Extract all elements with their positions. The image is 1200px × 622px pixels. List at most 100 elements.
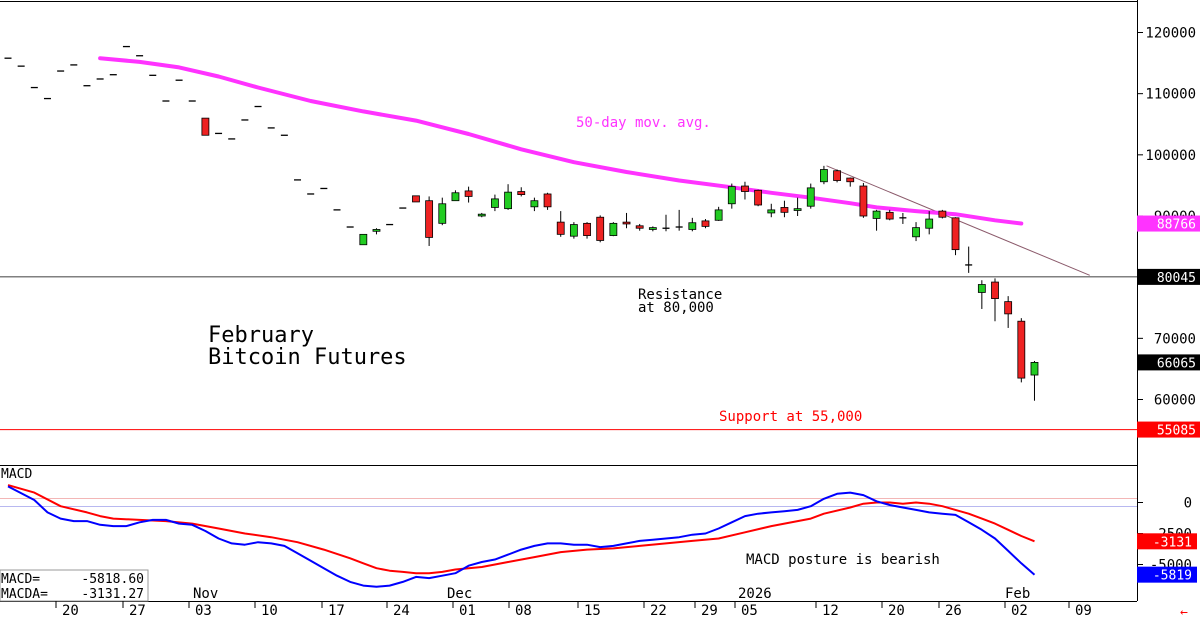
candle [899,212,907,224]
x-tick-label: 22 [650,603,667,619]
candle-body [806,187,815,207]
ma-annotation: 50-day mov. avg. [576,115,711,131]
candle-body [583,222,591,236]
macd-line-macd [7,485,1036,588]
candle [965,246,973,273]
macd-series [7,484,1036,588]
y-tick-label: 70000 [1154,331,1196,347]
candle [648,226,657,232]
candle-body [622,221,631,225]
candle-body [556,221,565,235]
candle [425,196,434,246]
macd-label-box [1137,566,1197,583]
x-tick-label: 20 [888,603,905,619]
candle [872,209,881,231]
candle-body [820,169,828,183]
candle-body [491,198,499,208]
x-tick-label: 08 [515,603,532,619]
candle-body [504,191,512,210]
candle [662,214,670,232]
x-tick-label: 15 [584,603,601,619]
macd-label-box [1137,533,1197,550]
candle-body [938,210,947,218]
x-period-label: Nov [193,586,218,602]
macda-readout-value: -3131.27 [81,587,144,602]
price-label-text: 88766 [1157,218,1196,233]
candle-body [648,227,657,230]
candle [438,197,447,226]
macd-readout-label: MACD= [1,572,40,587]
macd-price-labels: -3131 -5819 [1137,533,1197,584]
candle-body [1030,362,1039,376]
candle [688,217,697,232]
candle [491,194,499,212]
candle [583,222,591,239]
candle-body [885,211,894,220]
candle [1030,360,1039,401]
x-tick-label: 12 [822,603,839,619]
candle [925,211,934,235]
candle-body [859,185,868,217]
x-tick-label: 20 [62,603,79,619]
candle [543,192,552,210]
candle [201,117,210,136]
candle [1017,318,1026,383]
candle-body [1004,301,1013,315]
candle-body [477,213,486,217]
candle-body [951,217,960,251]
x-period-label: Dec [447,586,472,602]
candle [675,209,683,231]
candle [793,197,802,216]
candle [859,182,868,218]
candle [569,222,578,239]
candle [701,219,710,229]
macd-annotation: MACD posture is bearish [746,552,940,568]
macd-label-text: -5819 [1153,569,1192,584]
macd-line-macda [7,484,1035,575]
y-tick-label: 120000 [1145,26,1196,42]
candle-body [688,222,697,230]
candle [727,183,736,209]
x-tick-label: 03 [195,603,212,619]
candle [359,233,368,246]
candle-body [201,117,210,136]
candle [635,223,644,231]
candle-body [425,200,434,238]
macd-panel-title: MACD [1,467,32,482]
resistance-text-line: at 80,000 [638,300,714,316]
x-period-label: Feb [1005,586,1030,602]
candle-body [977,284,986,293]
candle-body [609,222,618,236]
candle [977,280,986,309]
candle [622,212,631,229]
resistance-annotation: Resistance at 80,000 [638,287,722,316]
price-label-text: 80045 [1157,271,1196,286]
candle [464,186,473,203]
x-tick-label: 24 [393,603,410,619]
x-tick-label: 05 [741,603,758,619]
scroll-left-arrow-icon[interactable]: ← [1180,605,1188,620]
candle [806,183,815,209]
x-tick-label: 01 [459,603,476,619]
candle-body [635,225,644,229]
price-labels: 88766 80045 66065 55085 [1137,215,1200,439]
macd-label-text: -3131 [1153,535,1192,550]
candle-body [912,227,920,238]
macd-readout-value: -5818.60 [81,572,144,587]
chart-title: February Bitcoin Futures [208,323,407,370]
x-tick-label: 17 [328,603,345,619]
candle [412,195,420,203]
candle [991,278,999,322]
x-tick-label: 09 [1075,603,1092,619]
candle [714,206,723,221]
price-label-text: 55085 [1157,424,1196,439]
candle [938,209,947,219]
candle [833,169,841,183]
candle [754,189,763,207]
macd-readout: MACD= -5818.60 MACDA= -3131.27 [0,569,149,602]
candle [741,181,749,200]
candle [596,215,605,243]
candle-body [793,208,802,211]
candle [504,184,512,210]
